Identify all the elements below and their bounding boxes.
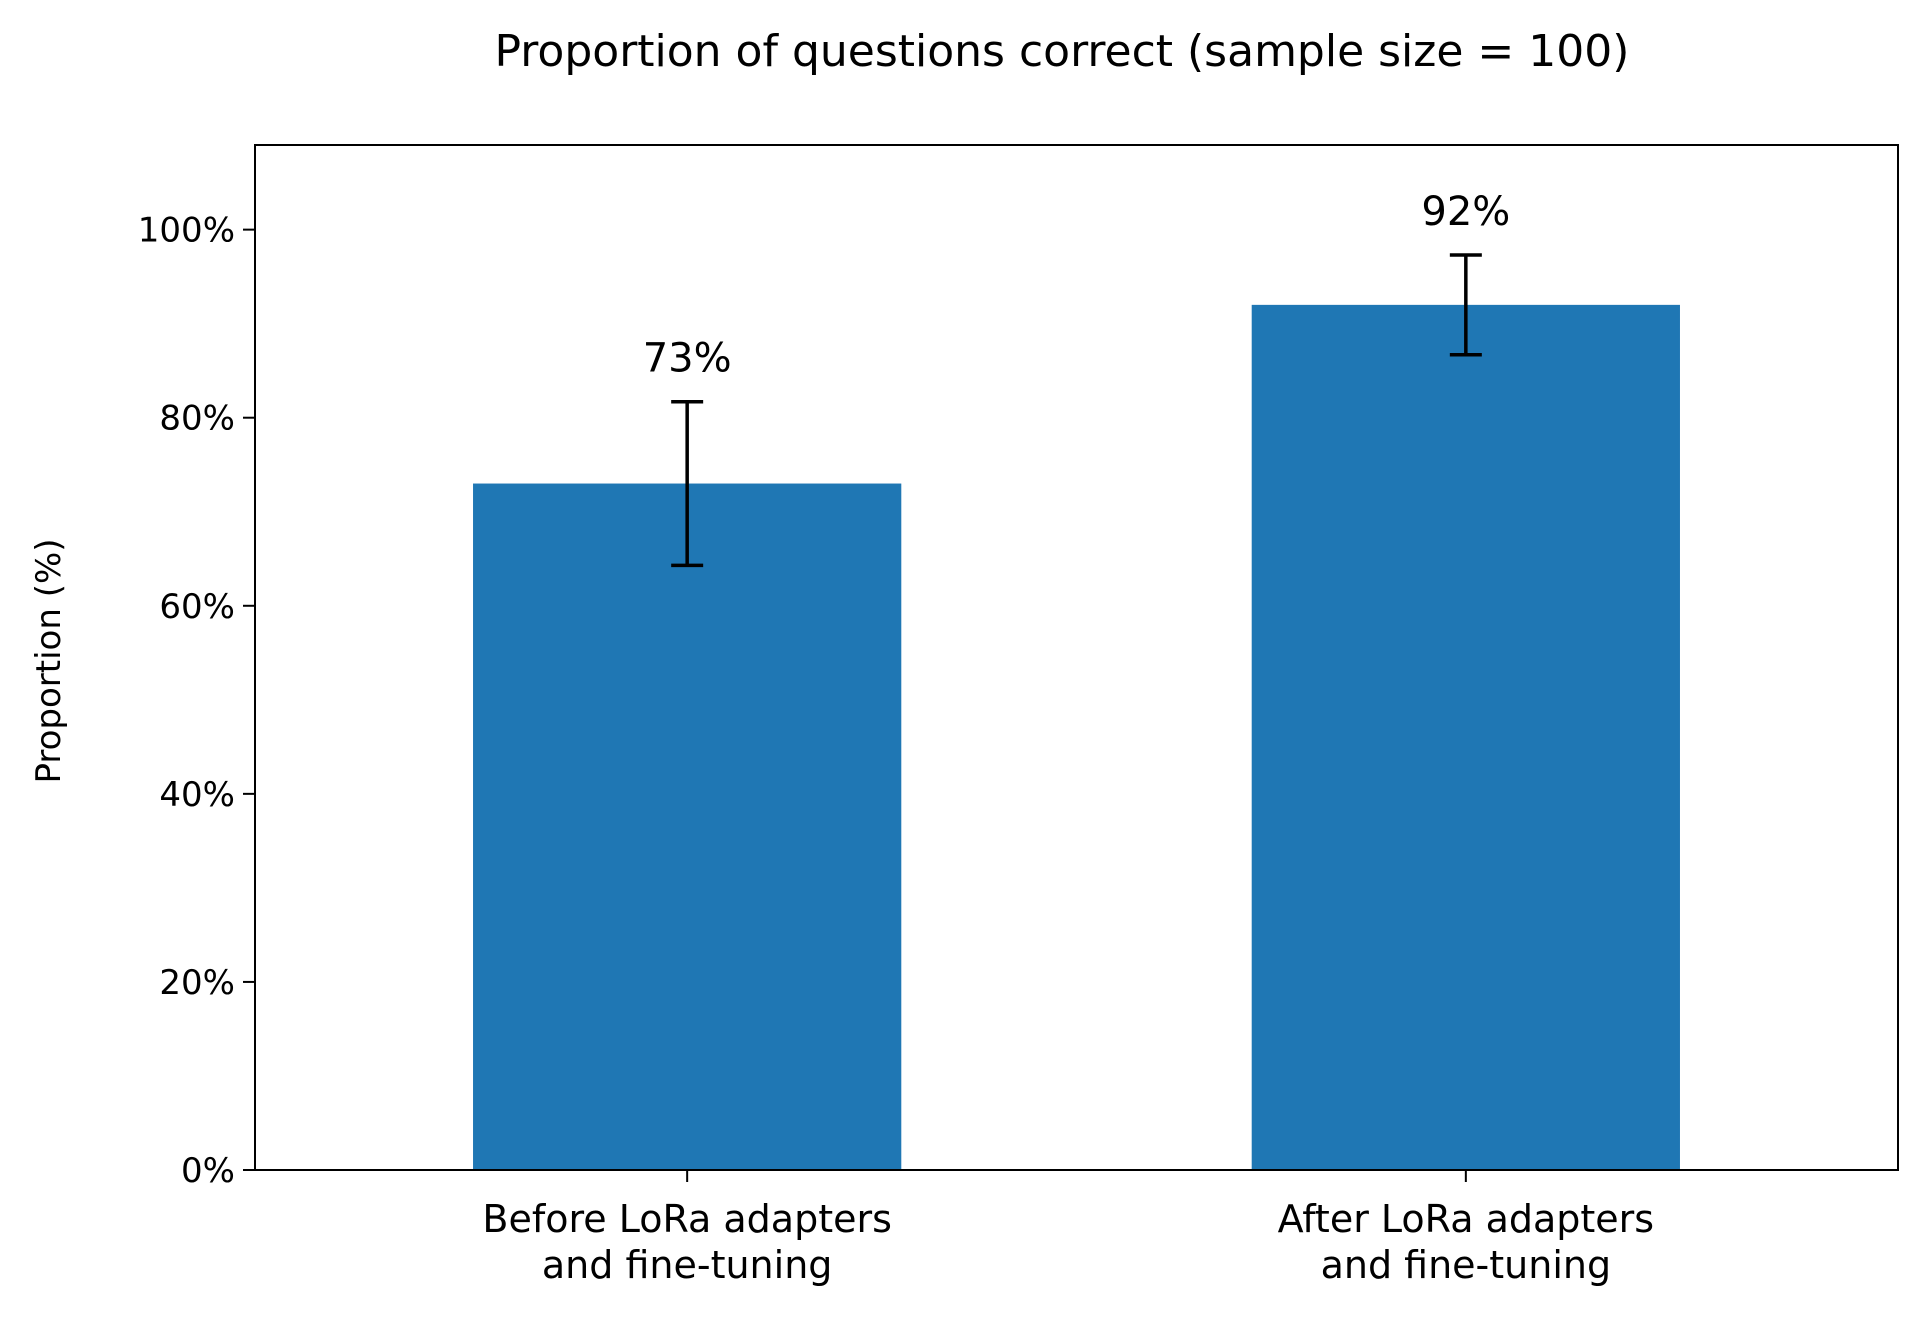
x-tick-label: Before LoRa adapters: [482, 1197, 892, 1241]
axes-frame: [254, 144, 1899, 1171]
chart-title: Proportion of questions correct (sample …: [495, 26, 1630, 77]
y-tick-label: 80%: [159, 399, 235, 439]
y-tick-label: 60%: [159, 587, 235, 627]
x-tick-label: After LoRa adapters: [1278, 1197, 1655, 1241]
data-label: 92%: [1421, 189, 1510, 235]
y-tick-label: 100%: [138, 211, 235, 251]
data-label: 73%: [643, 336, 732, 382]
x-tick-label: and fine-tuning: [1321, 1243, 1612, 1287]
y-tick-label: 0%: [181, 1151, 235, 1191]
y-tick-label: 40%: [159, 775, 235, 815]
plot-area: 73% 92% 0% 20% 40% 60% 80% 100% Before LoRa adap…: [138, 144, 1899, 1287]
y-tick-label: 20%: [159, 963, 235, 1003]
bar: [473, 483, 902, 1170]
bar: [1251, 304, 1680, 1170]
y-axis-label: Proportion (%): [29, 538, 69, 783]
x-tick-label: and fine-tuning: [542, 1243, 833, 1287]
